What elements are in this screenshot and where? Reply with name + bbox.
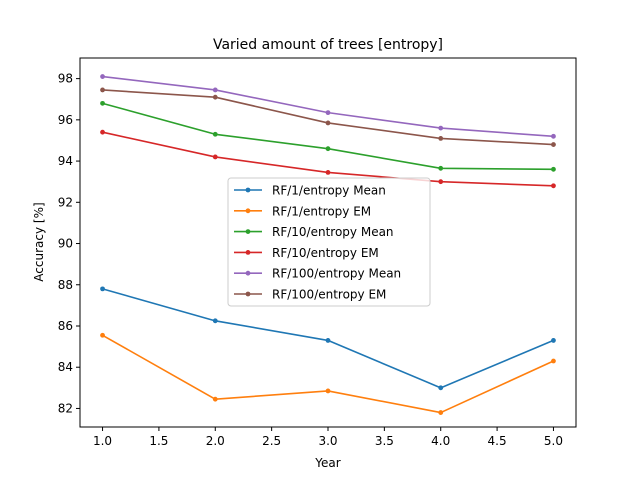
y-tick-label: 90 bbox=[58, 237, 73, 251]
legend-marker bbox=[245, 229, 251, 235]
data-point-s3-2 bbox=[212, 131, 218, 137]
data-point-s1-1 bbox=[100, 286, 105, 292]
y-axis-label: Accuracy [%] bbox=[32, 202, 46, 281]
y-tick-label: 96 bbox=[58, 113, 73, 127]
y-tick-label: 92 bbox=[58, 195, 73, 209]
data-point-s2-4 bbox=[438, 410, 444, 415]
data-point-s5-5 bbox=[551, 133, 556, 139]
x-tick-label: 1.0 bbox=[93, 434, 112, 448]
data-point-s4-2 bbox=[212, 154, 218, 160]
y-tick-label: 88 bbox=[58, 278, 73, 292]
series-layer bbox=[100, 74, 556, 415]
y-tick-label: 82 bbox=[58, 401, 73, 415]
x-tick-label: 2.5 bbox=[262, 434, 281, 448]
data-point-s3-4 bbox=[438, 165, 444, 171]
legend-label: RF/100/entropy Mean bbox=[272, 267, 401, 281]
data-point-s1-3 bbox=[325, 338, 331, 343]
legend-marker bbox=[245, 187, 251, 193]
data-point-s1-5 bbox=[551, 338, 556, 343]
legend-label: RF/1/entropy EM bbox=[272, 204, 371, 218]
data-point-s5-3 bbox=[325, 110, 331, 116]
data-point-s6-2 bbox=[212, 94, 218, 100]
y-axis: 82 84 86 88 90 92 94 96 98 bbox=[58, 72, 80, 415]
x-tick-label: 1.5 bbox=[149, 434, 168, 448]
data-point-s4-3 bbox=[325, 170, 331, 175]
legend-label: RF/10/entropy EM bbox=[272, 246, 379, 260]
x-tick-label: 5.0 bbox=[544, 434, 563, 448]
legend-box bbox=[227, 177, 431, 307]
y-tick-label: 94 bbox=[58, 154, 73, 168]
x-tick-label: 2.0 bbox=[206, 434, 225, 448]
data-point-s5-4 bbox=[438, 125, 444, 131]
y-tick-label: 98 bbox=[58, 72, 73, 86]
legend-marker bbox=[245, 270, 251, 276]
data-point-s4-5 bbox=[551, 183, 556, 189]
x-axis-label: Year bbox=[314, 456, 340, 470]
legend-marker bbox=[245, 291, 251, 297]
data-point-s6-1 bbox=[100, 87, 105, 93]
x-tick-label: 3.5 bbox=[375, 434, 394, 448]
legend-label: RF/10/entropy Mean bbox=[272, 225, 394, 239]
data-point-s4-1 bbox=[100, 129, 105, 135]
data-point-s4-4 bbox=[438, 179, 444, 185]
data-point-s6-3 bbox=[325, 120, 331, 126]
chart-title: Varied amount of trees [entropy] bbox=[213, 37, 443, 53]
data-point-s2-2 bbox=[212, 396, 218, 402]
x-axis: 1.0 1.5 2.0 2.5 3.0 3.5 4.0 4.5 5.0 bbox=[93, 427, 563, 448]
data-point-s6-5 bbox=[551, 142, 556, 147]
x-tick-label: 4.0 bbox=[431, 434, 450, 448]
data-point-s2-1 bbox=[100, 332, 105, 338]
legend-label: RF/100/entropy EM bbox=[272, 288, 386, 302]
data-point-s5-1 bbox=[100, 74, 105, 79]
data-point-s6-4 bbox=[438, 135, 444, 141]
x-tick-label: 4.5 bbox=[488, 434, 507, 448]
data-point-s2-3 bbox=[325, 388, 331, 394]
data-point-s1-4 bbox=[438, 385, 444, 391]
legend-label: RF/1/entropy Mean bbox=[272, 184, 386, 198]
y-tick-label: 84 bbox=[58, 360, 73, 374]
data-point-s3-3 bbox=[325, 146, 331, 152]
data-point-s3-1 bbox=[100, 100, 105, 106]
data-point-s5-2 bbox=[212, 87, 218, 93]
x-tick-label: 3.0 bbox=[318, 434, 337, 448]
data-point-s1-2 bbox=[212, 318, 218, 324]
legend-marker bbox=[245, 250, 251, 255]
legend: RF/1/entropy Mean RF/1/entropy EM RF/10/en… bbox=[227, 177, 431, 307]
y-tick-label: 86 bbox=[58, 319, 73, 333]
data-point-s2-5 bbox=[551, 358, 556, 364]
legend-marker bbox=[245, 208, 251, 214]
data-point-s3-5 bbox=[551, 166, 556, 172]
